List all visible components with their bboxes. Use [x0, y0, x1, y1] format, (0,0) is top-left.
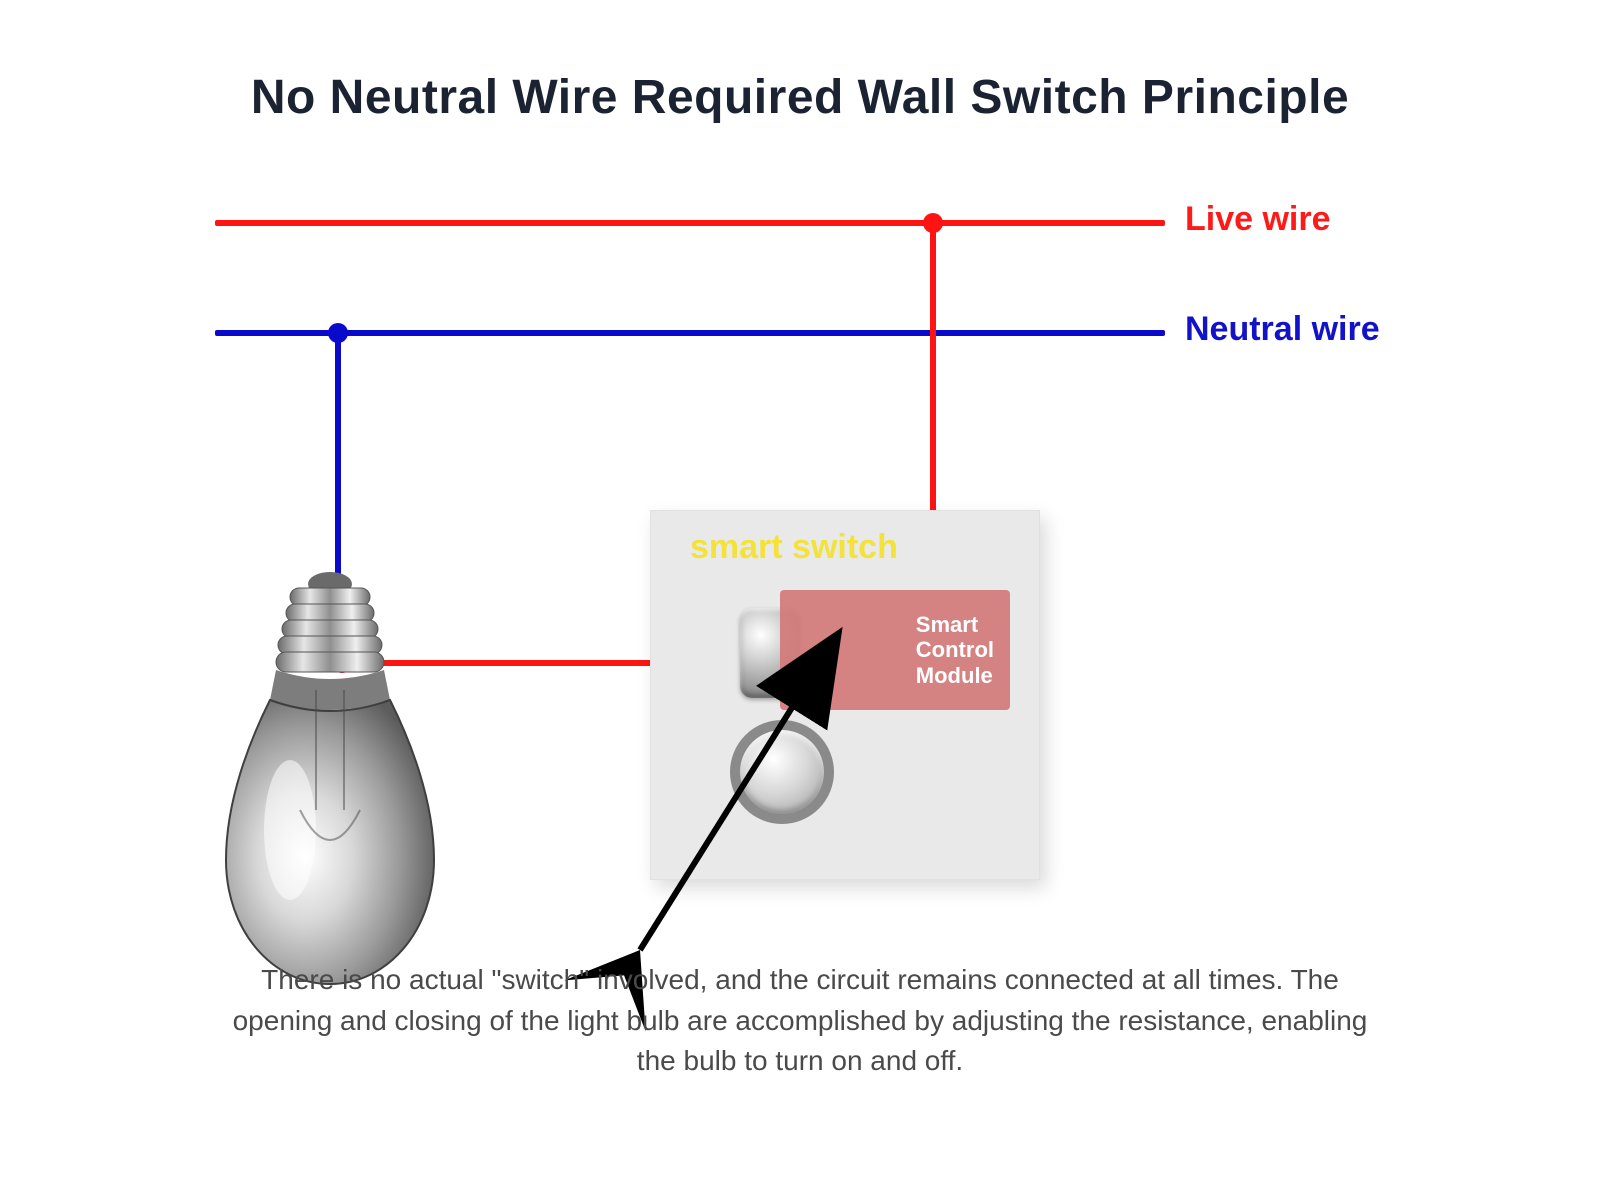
module-label: Smart Control Module: [916, 612, 994, 688]
module-label-line: Module: [916, 663, 993, 688]
page-title: No Neutral Wire Required Wall Switch Pri…: [0, 70, 1600, 125]
module-label-line: Control: [916, 637, 994, 662]
explanation-text: There is no actual "switch" involved, an…: [220, 960, 1380, 1082]
smart-switch-label: smart switch: [690, 528, 898, 567]
neutral-wire-label: Neutral wire: [1185, 310, 1380, 349]
junction-dot-neutral: [328, 323, 348, 343]
live-wire-horizontal: [215, 220, 1165, 226]
neutral-wire-horizontal: [215, 330, 1165, 336]
module-label-line: Smart: [916, 612, 978, 637]
live-wire-label: Live wire: [1185, 200, 1331, 239]
switch-toggle-ring: [730, 720, 834, 824]
diagram-canvas: No Neutral Wire Required Wall Switch Pri…: [0, 0, 1600, 1200]
junction-dot-live: [923, 213, 943, 233]
light-bulb: [220, 570, 440, 995]
neutral-wire-drop: [335, 330, 341, 590]
smart-control-module: Smart Control Module: [780, 590, 1010, 710]
light-bulb-icon: [220, 570, 440, 990]
